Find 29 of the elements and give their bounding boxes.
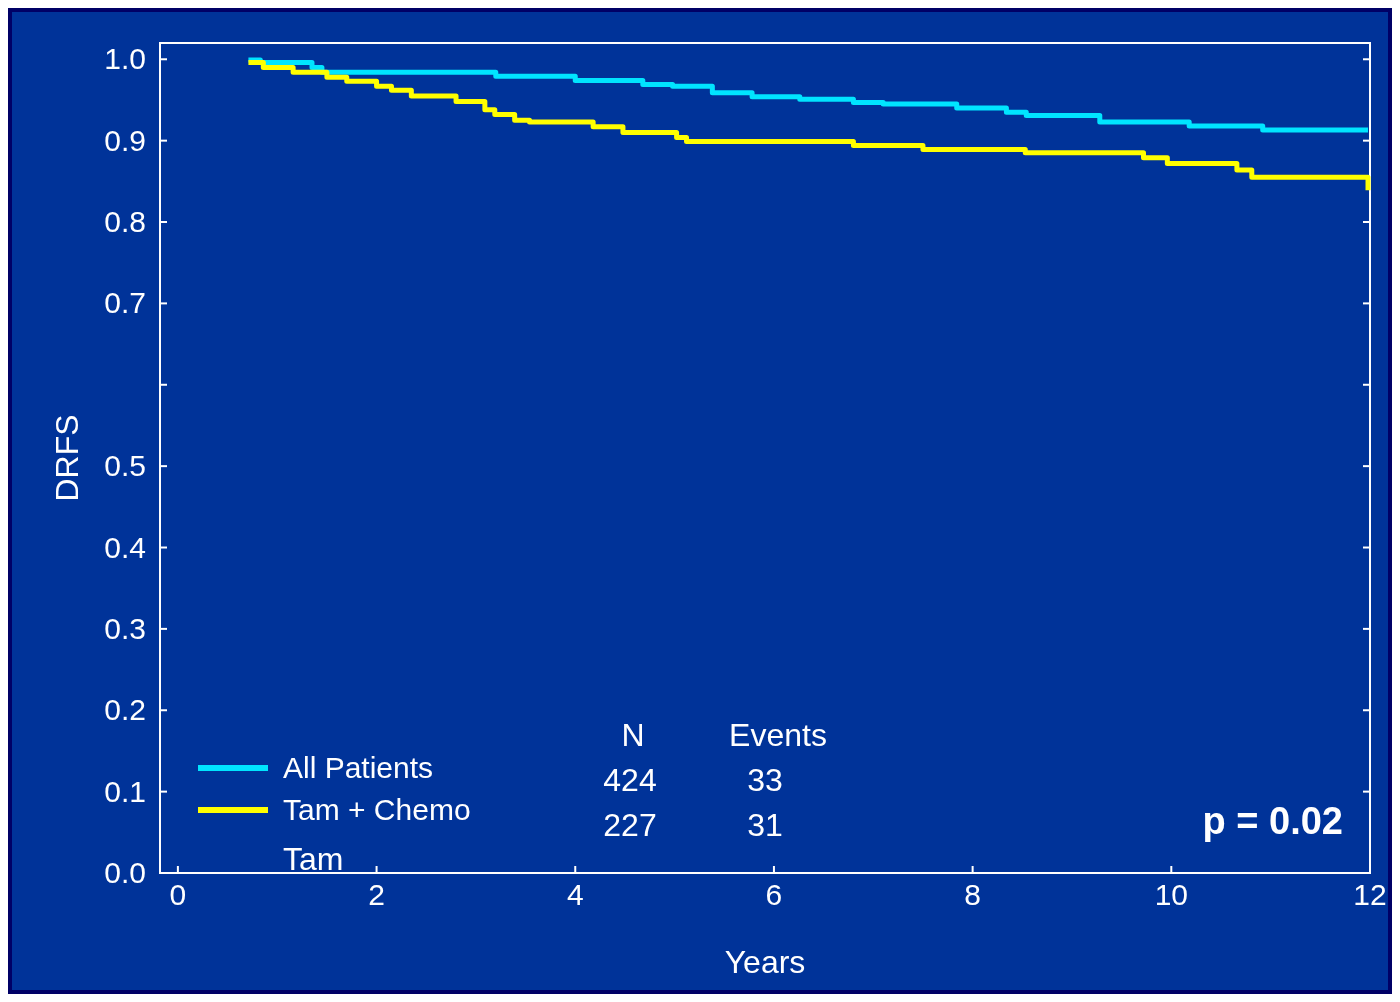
legend-label: All Patients [283, 751, 434, 784]
annotation: 31 [747, 807, 783, 843]
x-tick-label: 12 [1353, 878, 1387, 911]
x-tick-label: 6 [765, 878, 783, 911]
x-tick-label: 4 [566, 878, 584, 911]
annotation: 227 [603, 807, 657, 843]
y-tick-label: 0.8 [104, 205, 146, 239]
y-tick-label: 0.3 [104, 611, 146, 645]
x-tick-label: 0 [169, 878, 187, 911]
x-tick-label: 8 [964, 878, 981, 911]
x-axis-title: Years [724, 944, 806, 980]
annotation: 424 [603, 762, 657, 798]
y-tick-label: 0.4 [104, 530, 146, 564]
y-axis-title: DRFS [49, 414, 85, 502]
x-tick-label: 10 [1154, 878, 1188, 911]
y-tick-label: 0.0 [104, 856, 146, 889]
annotation: p = 0.02 [1202, 800, 1343, 842]
y-tick-label: 1.0 [104, 42, 146, 76]
y-tick-label: 0.7 [104, 286, 146, 320]
y-tick-label: 0.9 [104, 123, 146, 157]
y-tick-label: 0.5 [104, 449, 146, 483]
legend-label: Tam + Chemo [283, 793, 471, 826]
y-tick-label: 0.2 [104, 693, 146, 727]
annotation: Events [729, 717, 827, 753]
annotation: Tam [283, 841, 344, 877]
x-tick-label: 2 [368, 878, 385, 911]
annotation: 33 [747, 762, 783, 798]
annotation: N [621, 717, 645, 753]
y-tick-label: 0.1 [104, 774, 146, 808]
